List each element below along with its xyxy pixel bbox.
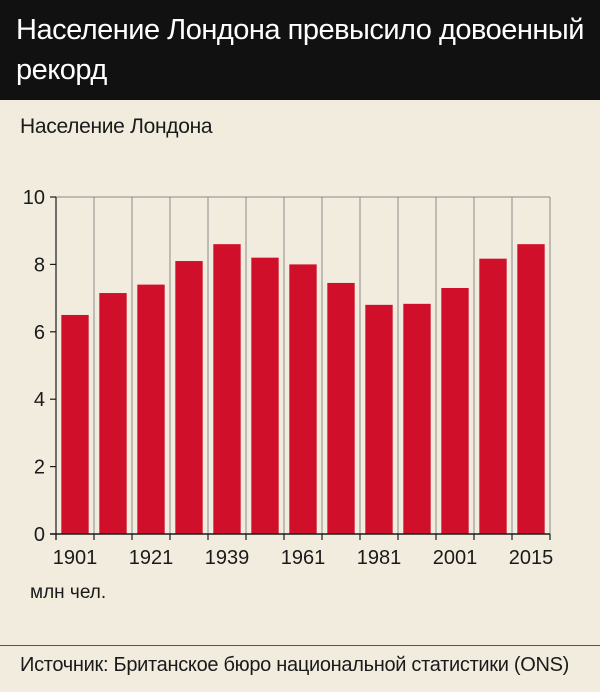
y-tick-label: 4 [34, 389, 45, 411]
y-tick-label: 0 [34, 524, 45, 546]
y-tick-label: 8 [34, 254, 45, 276]
bar-1931 [175, 261, 203, 534]
bar-1961 [289, 264, 317, 534]
bar-1951 [251, 257, 279, 534]
bar-1971 [327, 282, 355, 534]
bar-2015 [517, 244, 545, 534]
bar-2011 [479, 258, 507, 534]
y-tick-label: 2 [34, 457, 45, 479]
bar-2001 [441, 287, 469, 534]
chart-title: Население Лондона превысило довоенный ре… [16, 14, 584, 86]
x-tick-label-1961: 1961 [281, 547, 326, 569]
x-tick-label-1901: 1901 [53, 547, 98, 569]
bar-chart: 0 2 4 6 8 10 1901 1921 1939 1961 1981 2001 2015 [23, 187, 554, 569]
x-tick-label-1921: 1921 [129, 547, 174, 569]
x-tick-label-1939: 1939 [205, 547, 250, 569]
x-tick-label-2015: 2015 [509, 547, 554, 569]
source-note: Источник: Британское бюро национальной с… [20, 654, 570, 676]
chart-subtitle: Население Лондона [20, 115, 213, 138]
unit-label: млн чел. [30, 582, 107, 603]
y-tick-label: 6 [34, 322, 45, 344]
bar-1911 [99, 293, 127, 534]
footer-divider [0, 645, 600, 646]
title-bar: Население Лондона превысило довоенный ре… [0, 0, 600, 100]
y-tick-label: 10 [23, 187, 45, 209]
bar-1991 [403, 303, 431, 534]
x-tick-label-2001: 2001 [433, 547, 478, 569]
bar-1939 [213, 244, 241, 534]
bar-1981 [365, 304, 393, 534]
bar-1901 [61, 314, 89, 534]
bar-1921 [137, 284, 165, 534]
x-tick-label-1981: 1981 [357, 547, 402, 569]
